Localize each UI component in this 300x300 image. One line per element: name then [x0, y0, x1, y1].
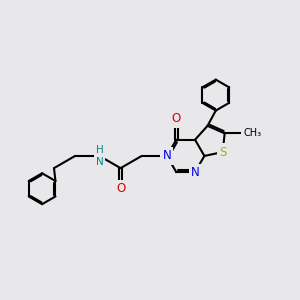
- Text: N: N: [191, 166, 200, 179]
- Text: N: N: [163, 149, 171, 162]
- Text: CH₃: CH₃: [243, 128, 261, 138]
- Text: O: O: [172, 112, 181, 125]
- Text: S: S: [219, 146, 226, 159]
- Text: H
N: H N: [96, 145, 103, 167]
- Text: O: O: [116, 182, 125, 195]
